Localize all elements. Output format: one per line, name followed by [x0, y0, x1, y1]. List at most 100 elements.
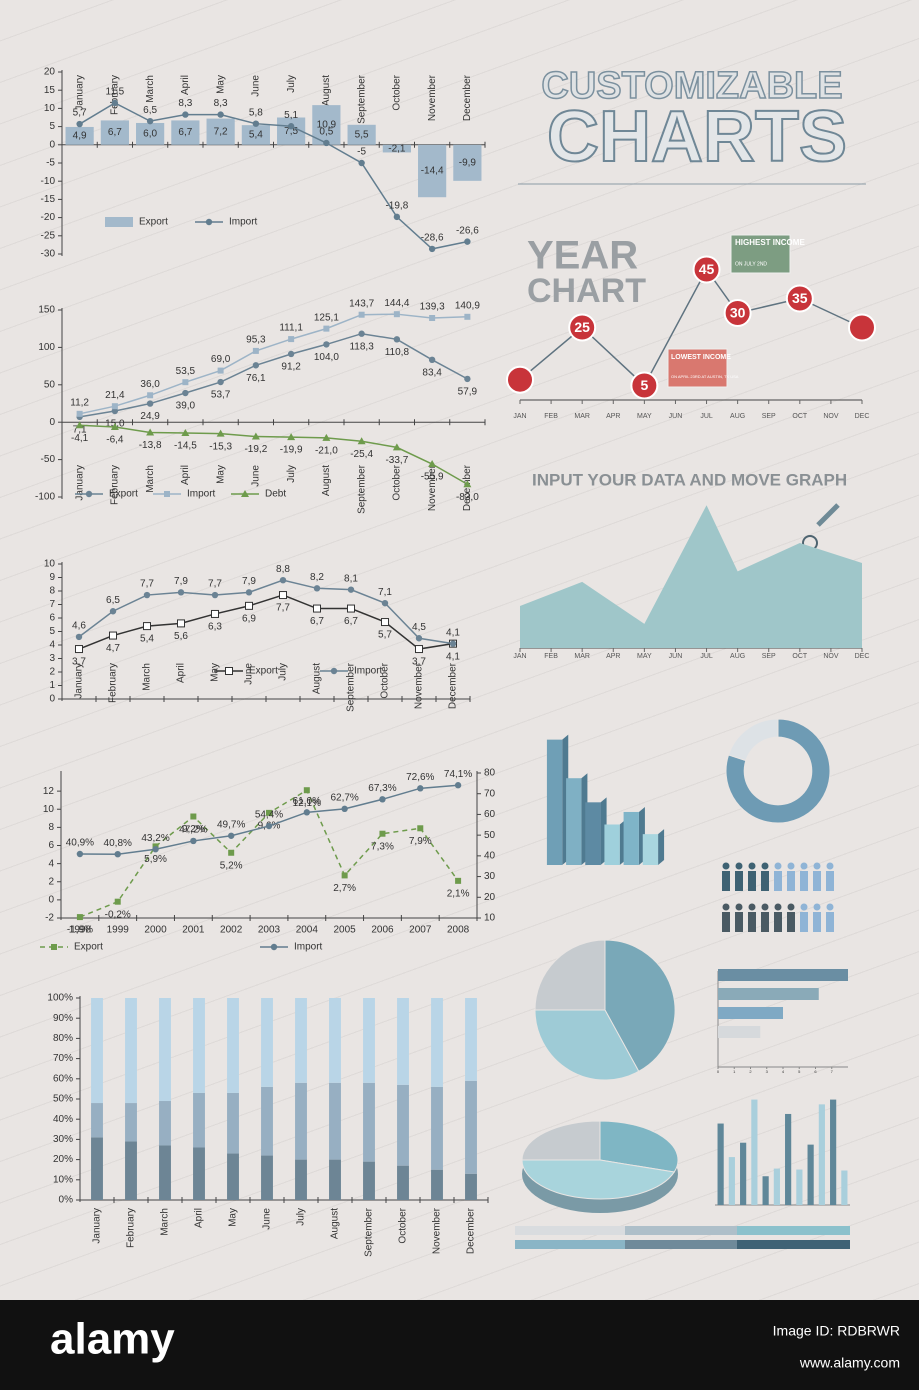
point: [428, 245, 436, 253]
person-body: [800, 871, 808, 891]
y-tick-label: -25: [41, 230, 56, 241]
point: [347, 586, 355, 593]
y-tick-label: 1: [49, 680, 55, 691]
year-title-2: CHART: [527, 272, 646, 310]
value-label: 3,7: [72, 657, 86, 668]
bar: [227, 998, 239, 1093]
person-head: [761, 862, 769, 870]
value-label: -55,9: [421, 472, 444, 483]
footer: [0, 1300, 919, 1390]
point: [252, 120, 260, 127]
point: [211, 591, 219, 599]
bar: [717, 1123, 724, 1205]
x-tick-label: March: [145, 465, 156, 493]
value-label: 7,9: [242, 576, 256, 587]
point: [182, 379, 189, 386]
value-label: 6,7: [310, 616, 324, 627]
point: [109, 631, 117, 640]
bar: [159, 1145, 171, 1200]
bar: [91, 1103, 103, 1138]
value-label: -13,8: [139, 440, 162, 451]
value-label: 35: [792, 290, 808, 306]
x-tick-label: November: [427, 464, 438, 511]
x-tick-label: February: [110, 465, 121, 505]
value-label: 45: [699, 261, 715, 277]
point: [146, 428, 155, 436]
value-label: 8,2: [310, 572, 324, 583]
point: [428, 460, 437, 468]
progress-bar: [625, 1226, 737, 1235]
point: [110, 422, 119, 430]
value-label: 76,1: [246, 373, 266, 384]
line: [79, 332, 468, 418]
value-label: 6,7: [178, 127, 192, 138]
y-tick-label: 0: [49, 417, 55, 428]
point: [357, 437, 366, 445]
value-label: 110,8: [385, 347, 410, 358]
y-tick-label: 5: [49, 626, 55, 637]
bar: [91, 1137, 103, 1200]
annotation-title: HIGHEST INCOME: [735, 238, 805, 247]
slice: [521, 1159, 676, 1200]
line: [79, 424, 468, 485]
point: [358, 311, 365, 318]
bar: [295, 998, 307, 1083]
person-head: [722, 862, 730, 870]
point: [76, 850, 84, 858]
x-tick-label: September: [356, 464, 367, 514]
y-tick-label: 10: [44, 559, 56, 570]
x-tick-label: December: [466, 1207, 477, 1254]
y-tick-label: 60: [484, 809, 496, 820]
x-tick-label: October: [392, 464, 403, 500]
value-label: -14,5: [174, 441, 197, 452]
value-label: 36,0: [140, 379, 160, 390]
bar: [431, 1086, 443, 1170]
bar: [329, 998, 341, 1083]
x-tick-label: DEC: [855, 653, 870, 660]
point: [177, 589, 185, 596]
value-label: 7,5: [284, 126, 298, 137]
point: [164, 491, 170, 497]
x-tick-label: JAN: [513, 413, 526, 420]
point: [252, 347, 259, 354]
y-tick-label: 100: [38, 342, 55, 353]
value-label: 4,1: [446, 651, 460, 662]
bar: [566, 778, 582, 865]
progress-bar: [737, 1226, 850, 1235]
x-tick-label: OCT: [792, 653, 808, 660]
y-tick-label: 15: [44, 85, 56, 96]
bar: [807, 1144, 814, 1205]
progress-bar: [515, 1240, 625, 1249]
bar: [546, 739, 563, 865]
bar: [718, 1007, 783, 1019]
bar: [431, 998, 443, 1087]
bar: [261, 1086, 273, 1156]
x-tick-label: April: [176, 663, 187, 683]
point: [379, 796, 386, 803]
value-label: 7,1: [378, 587, 392, 598]
point: [225, 667, 233, 675]
person-head: [787, 903, 795, 911]
x-tick-label: MAR: [574, 653, 590, 660]
bar: [329, 1082, 341, 1160]
point: [463, 480, 472, 488]
bar: [830, 1099, 837, 1205]
bar: [718, 988, 819, 1000]
value-label: 11,5: [106, 87, 125, 98]
progress-bar: [737, 1240, 850, 1249]
legend-label: Export: [74, 942, 103, 953]
person-head: [800, 862, 808, 870]
value-label: 25: [574, 319, 590, 335]
bar: [193, 1147, 205, 1200]
value-label: 83,4: [422, 367, 442, 378]
point: [211, 609, 219, 618]
bar: [841, 1170, 848, 1205]
y-tick-label: 70: [484, 788, 496, 799]
x-tick-label: June: [262, 1208, 273, 1230]
point: [252, 362, 260, 369]
x-tick-label: February: [108, 663, 119, 703]
x-tick-label: August: [321, 465, 332, 496]
progress-bar: [625, 1240, 737, 1249]
person-head: [787, 862, 795, 870]
value-label: 118,3: [349, 341, 374, 352]
